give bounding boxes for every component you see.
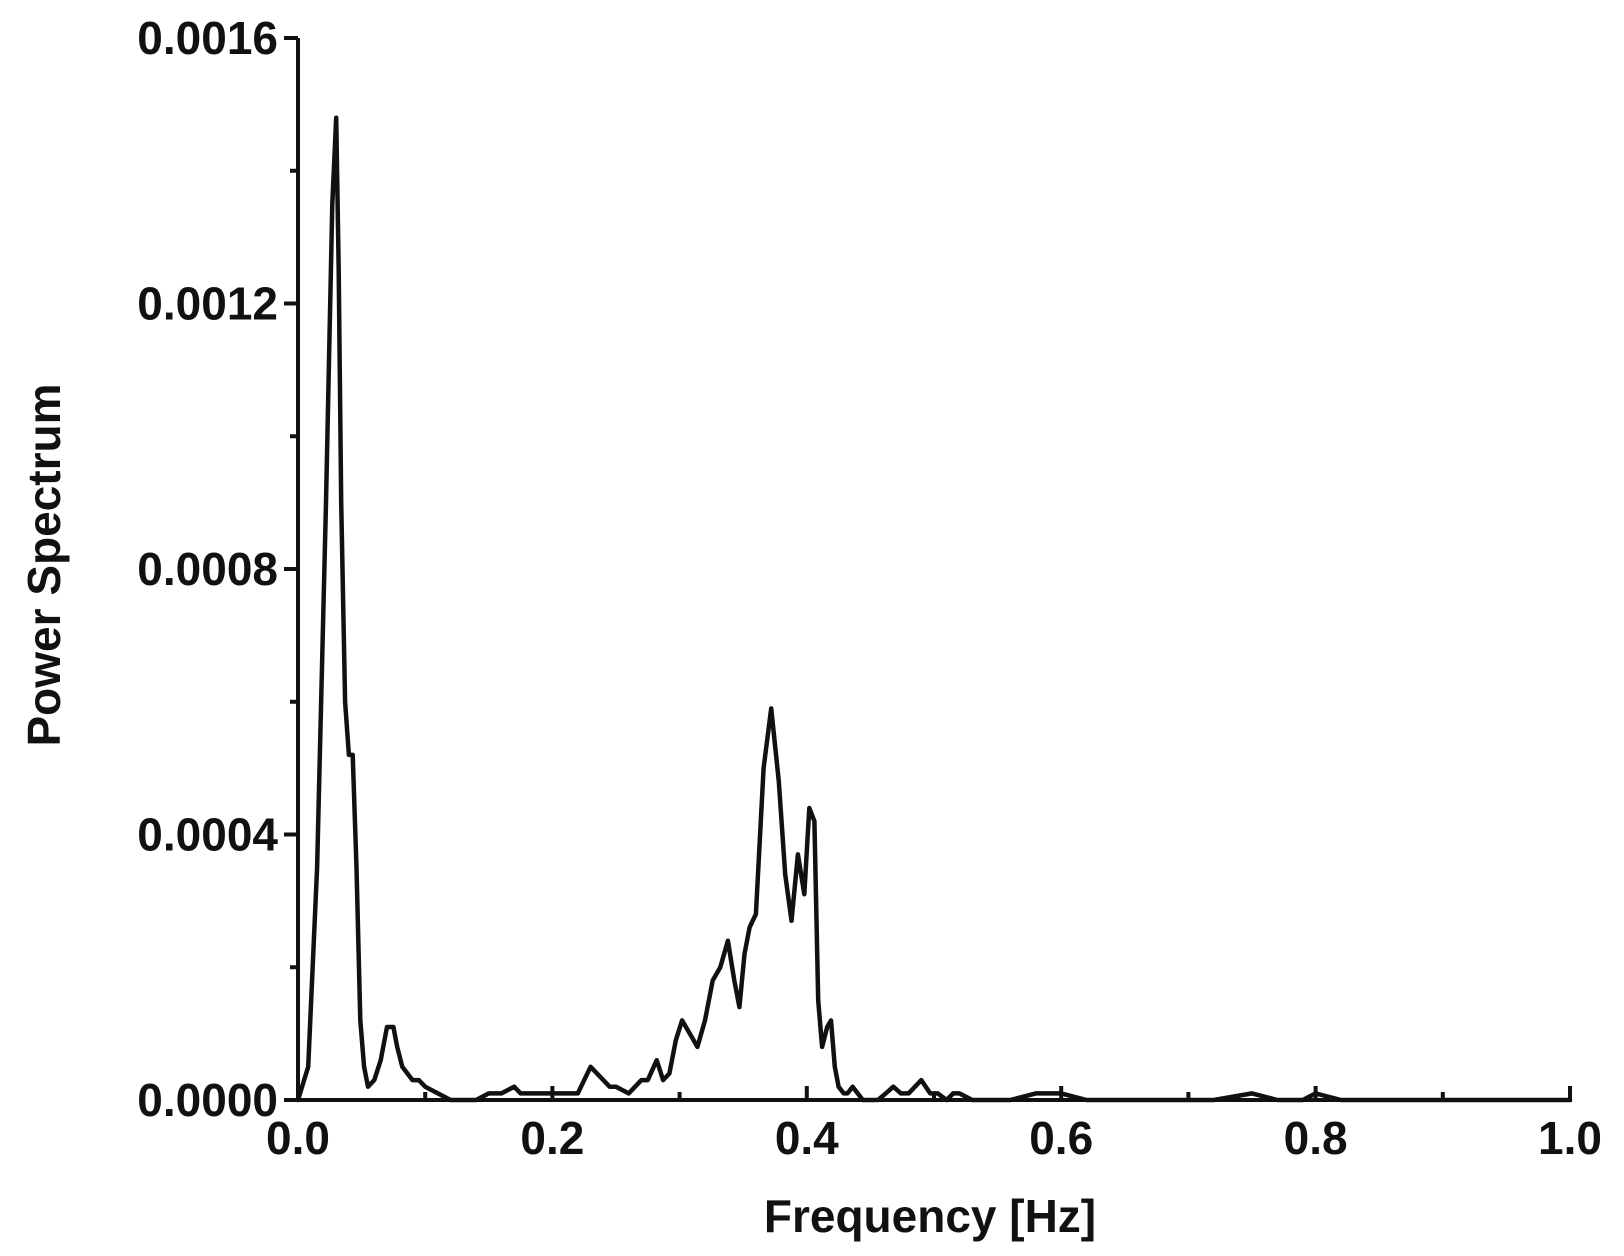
y-axis: 0.0000 0.0004 0.0008 0.0012 0.0016 (137, 12, 300, 1126)
y-tick-label: 0.0012 (137, 278, 278, 330)
x-tick-label: 0.8 (1284, 1112, 1348, 1164)
y-axis-title: Power Spectrum (18, 384, 70, 747)
plot-area (295, 115, 1573, 1103)
y-tick-label: 0.0016 (137, 12, 278, 64)
series-line (295, 115, 1573, 1103)
x-tick-label: 0.2 (520, 1112, 584, 1164)
x-axis-title: Frequency [Hz] (764, 1190, 1096, 1242)
x-tick-label: 1.0 (1538, 1112, 1602, 1164)
x-tick-label: 0.6 (1029, 1112, 1093, 1164)
y-tick-label: 0.0004 (137, 809, 278, 861)
x-tick-label: 0.4 (775, 1112, 839, 1164)
x-axis: 0.0 0.2 0.4 0.6 0.8 1.0 (266, 1086, 1602, 1164)
y-tick-label: 0.0008 (137, 543, 278, 595)
x-tick-label: 0.0 (266, 1112, 330, 1164)
y-tick-label: 0.0000 (137, 1074, 278, 1126)
